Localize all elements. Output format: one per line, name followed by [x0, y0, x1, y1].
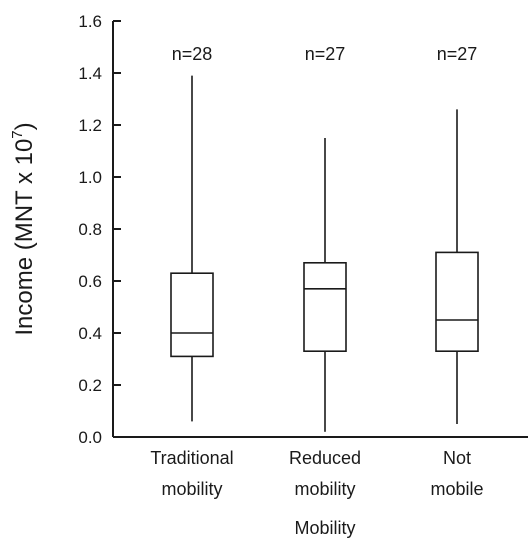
y-tick-label: 0.6 [78, 272, 102, 291]
y-axis-label-exponent: 7 [9, 130, 26, 138]
iqr-box [170, 272, 214, 358]
boxes: n=28 n=27 n=27 [170, 44, 479, 432]
iqr-box [435, 251, 479, 352]
sample-size-label: n=27 [305, 44, 346, 64]
x-category-label-line1: Traditional [150, 448, 233, 468]
y-tick-label: 1.4 [78, 64, 102, 83]
y-ticks: 0.0 0.2 0.4 0.6 0.8 1.0 1.2 1.4 1.6 [78, 12, 121, 447]
y-tick-label: 0.0 [78, 428, 102, 447]
sample-size-label: n=28 [172, 44, 213, 64]
x-category-label-line2: mobility [294, 479, 355, 499]
iqr-box [303, 261, 347, 352]
y-tick-label: 1.2 [78, 116, 102, 135]
y-axis-label-text: Income (MNT x 10 [11, 139, 38, 336]
y-tick-label: 0.8 [78, 220, 102, 239]
box-group: n=27 [435, 44, 479, 424]
sample-size-label: n=27 [437, 44, 478, 64]
y-tick-label: 1.6 [78, 12, 102, 31]
y-tick-label: 1.0 [78, 168, 102, 187]
x-category-labels: Traditional mobility Reduced mobility Not mob… [150, 448, 483, 499]
y-axis-label: Income (MNT x 107) [9, 122, 38, 335]
x-category-label-line2: mobility [161, 479, 222, 499]
x-category-label-line2: mobile [430, 479, 483, 499]
x-category-label-line1: Reduced [289, 448, 361, 468]
axes [112, 21, 528, 438]
x-axis-label: Mobility [294, 518, 355, 538]
y-tick-label: 0.2 [78, 376, 102, 395]
box-group: n=28 [170, 44, 214, 422]
x-category-label-line1: Not [443, 448, 471, 468]
y-axis-label-close: ) [11, 122, 38, 130]
y-tick-label: 0.4 [78, 324, 102, 343]
box-group: n=27 [303, 44, 347, 432]
